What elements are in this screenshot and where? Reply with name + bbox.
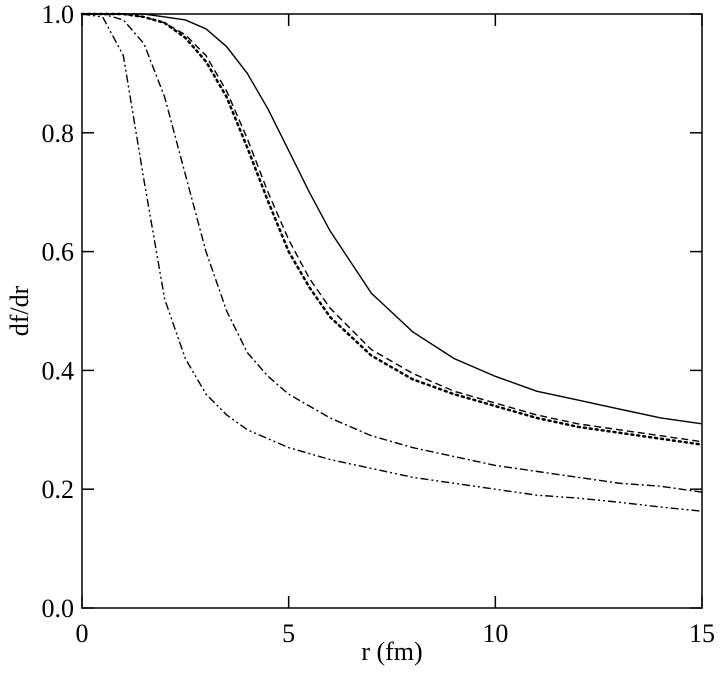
y-axis-label: df/dr <box>5 285 34 336</box>
y-tick-label: 0.2 <box>42 475 75 504</box>
x-tick-label: 10 <box>482 619 508 648</box>
line-series <box>80 12 704 446</box>
line-series <box>82 13 703 425</box>
line-series <box>81 13 703 512</box>
line-series <box>82 13 703 493</box>
x-tick-label: 15 <box>689 619 715 648</box>
y-tick-label: 0.8 <box>42 119 75 148</box>
x-tick-label: 0 <box>76 619 89 648</box>
y-tick-label: 0.4 <box>42 356 75 385</box>
x-tick-label: 5 <box>282 619 295 648</box>
y-tick-label: 1.0 <box>42 0 75 29</box>
line-series <box>82 13 703 443</box>
plot-frame <box>81 13 703 609</box>
y-tick-label: 0.6 <box>42 238 75 267</box>
x-axis-label: r (fm) <box>361 637 422 666</box>
y-tick-label: 0.0 <box>42 594 75 623</box>
